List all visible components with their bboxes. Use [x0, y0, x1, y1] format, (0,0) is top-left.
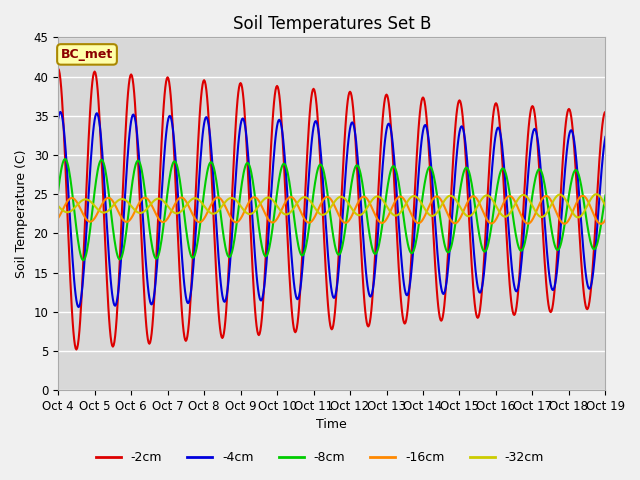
X-axis label: Time: Time	[316, 419, 347, 432]
Text: BC_met: BC_met	[61, 48, 113, 61]
Y-axis label: Soil Temperature (C): Soil Temperature (C)	[15, 149, 28, 278]
Legend: -2cm, -4cm, -8cm, -16cm, -32cm: -2cm, -4cm, -8cm, -16cm, -32cm	[91, 446, 549, 469]
Title: Soil Temperatures Set B: Soil Temperatures Set B	[232, 15, 431, 33]
